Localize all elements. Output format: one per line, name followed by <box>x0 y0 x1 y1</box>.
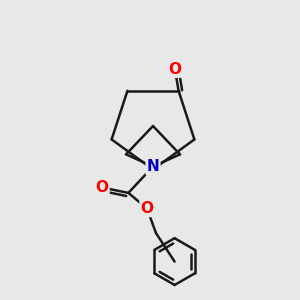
Text: O: O <box>140 201 154 216</box>
Text: O: O <box>95 180 109 195</box>
Text: N: N <box>147 159 159 174</box>
Text: O: O <box>169 62 182 77</box>
